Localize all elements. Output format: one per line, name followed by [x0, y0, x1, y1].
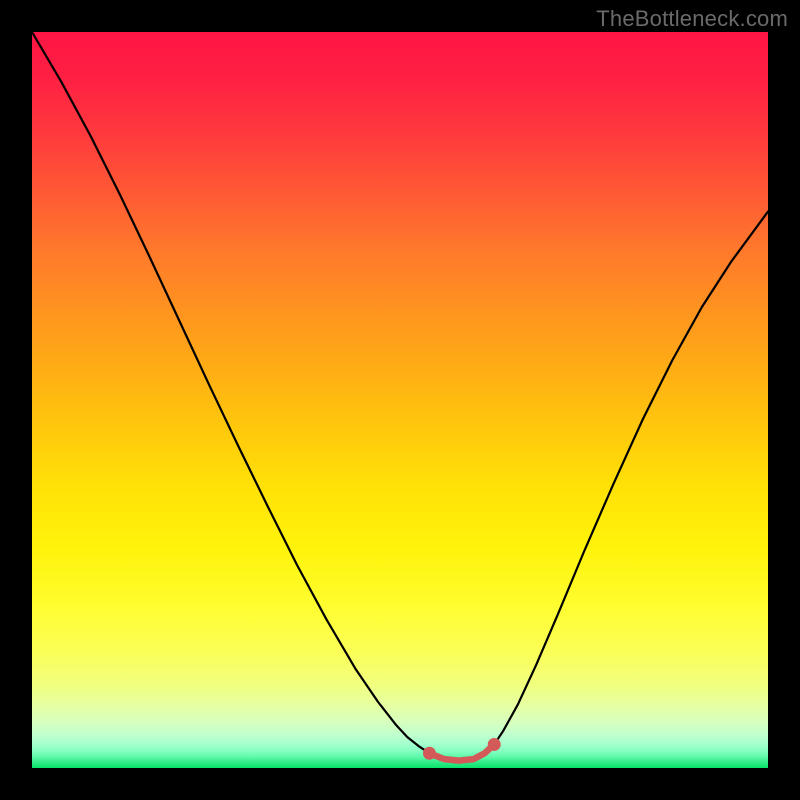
watermark-text: TheBottleneck.com	[596, 6, 788, 32]
chart-svg	[0, 0, 800, 800]
highlight-dot-left	[423, 747, 436, 760]
highlight-dot-right	[488, 738, 501, 751]
bottleneck-chart: TheBottleneck.com	[0, 0, 800, 800]
plot-area	[32, 32, 768, 768]
